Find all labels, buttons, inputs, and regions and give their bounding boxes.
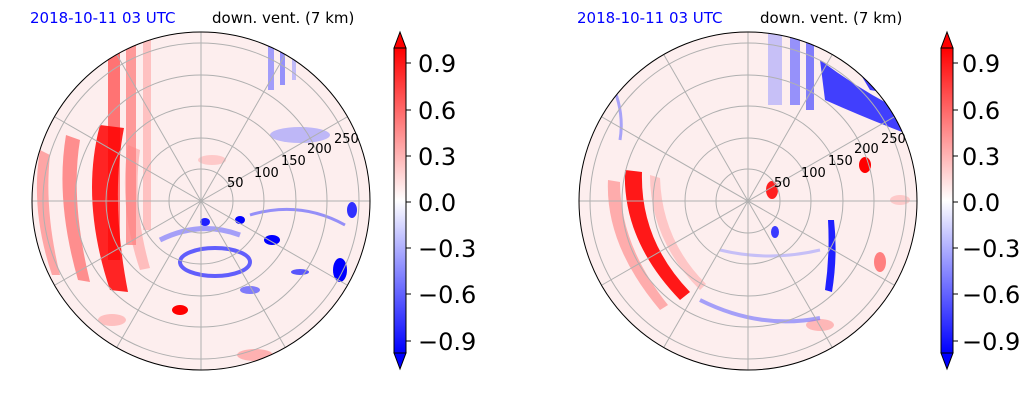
cb-tick-2-right: 0.3 bbox=[962, 143, 1000, 171]
r-tick-50-right: 50 bbox=[774, 176, 791, 191]
title-date-left: 2018-10-11 03 UTC bbox=[30, 9, 176, 27]
colorbar-left: 0.9 0.6 0.3 0.0 −0.3 −0.6 −0.9 bbox=[393, 30, 476, 371]
cb-tick-4-right: −0.3 bbox=[962, 235, 1020, 263]
r-tick-100-right: 100 bbox=[801, 166, 826, 181]
cb-tick-0-right: 0.9 bbox=[962, 50, 1000, 78]
panel-right: 2018-10-11 03 UTC down. vent. (7 km) bbox=[577, 9, 1020, 371]
polar-grid-left bbox=[32, 32, 370, 370]
r-tick-150-right: 150 bbox=[828, 154, 853, 169]
cb-tick-3-left: 0.0 bbox=[418, 189, 456, 217]
r-tick-100-left: 100 bbox=[254, 166, 279, 181]
cb-tick-5-left: −0.6 bbox=[418, 281, 476, 309]
r-tick-250-left: 250 bbox=[334, 132, 359, 147]
title-date-right: 2018-10-11 03 UTC bbox=[577, 9, 723, 27]
cb-tick-6-left: −0.9 bbox=[418, 328, 476, 356]
cb-tick-1-right: 0.6 bbox=[962, 97, 1000, 125]
r-tick-200-left: 200 bbox=[307, 142, 332, 157]
colorbar-right: 0.9 0.6 0.3 0.0 −0.3 −0.6 −0.9 bbox=[940, 30, 1020, 371]
cb-tick-1-left: 0.6 bbox=[418, 97, 456, 125]
r-tick-250-right: 250 bbox=[881, 132, 906, 147]
panel-left: 2018-10-11 03 UTC down. vent. (7 km) bbox=[30, 9, 476, 371]
cb-tick-0-left: 0.9 bbox=[418, 50, 456, 78]
cb-tick-6-right: −0.9 bbox=[962, 328, 1020, 356]
cb-tick-2-left: 0.3 bbox=[418, 143, 456, 171]
title-field-right: down. vent. (7 km) bbox=[760, 9, 902, 27]
r-tick-200-right: 200 bbox=[854, 142, 879, 157]
polar-frame-left bbox=[31, 31, 371, 371]
cb-tick-4-left: −0.3 bbox=[418, 235, 476, 263]
cb-tick-3-right: 0.0 bbox=[962, 189, 1000, 217]
polar-frame-right bbox=[578, 31, 918, 371]
r-tick-150-left: 150 bbox=[281, 154, 306, 169]
cb-tick-5-right: −0.6 bbox=[962, 281, 1020, 309]
title-field-left: down. vent. (7 km) bbox=[212, 9, 354, 27]
r-tick-50-left: 50 bbox=[227, 176, 244, 191]
polar-grid-right bbox=[579, 32, 917, 370]
